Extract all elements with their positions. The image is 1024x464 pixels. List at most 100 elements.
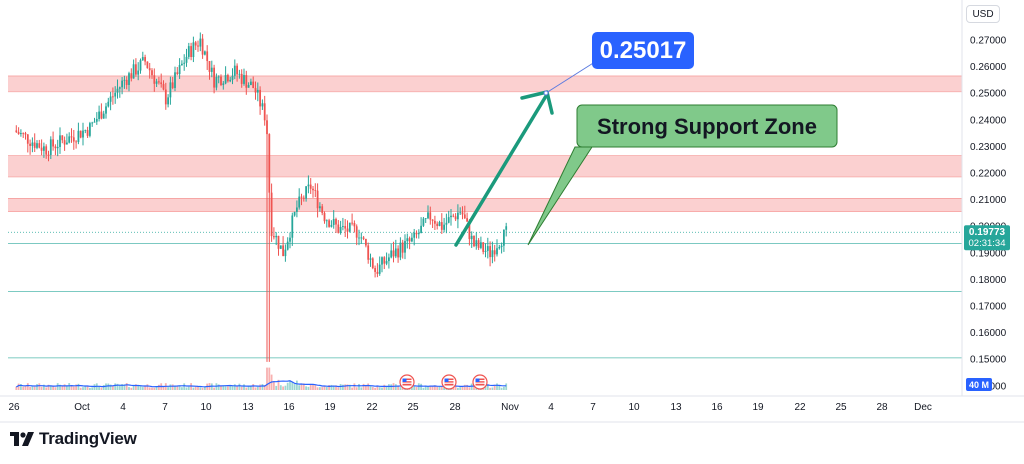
candle-body	[289, 237, 291, 242]
currency-button[interactable]: USD	[966, 5, 1000, 23]
candle-body	[109, 96, 112, 102]
candle-body	[463, 214, 466, 219]
candle-body	[399, 242, 402, 258]
time-tick-label: 19	[752, 402, 764, 413]
candle-body	[169, 82, 172, 98]
flag-stripe	[444, 382, 454, 384]
volume-bar	[378, 387, 381, 390]
candle-body	[266, 120, 268, 135]
volume-bar	[197, 386, 199, 390]
candle-body	[406, 238, 409, 242]
volume-bar	[321, 387, 324, 390]
volume-bar	[224, 386, 227, 390]
volume-bar	[33, 386, 36, 390]
candle-body	[49, 139, 52, 155]
volume-bar	[84, 385, 87, 390]
candle-body	[100, 111, 103, 119]
price-tick-label: 0.26000	[970, 62, 1007, 73]
candle-body	[141, 57, 144, 61]
volume-bar	[332, 385, 335, 390]
volume-bar	[298, 385, 301, 390]
volume-bar	[66, 386, 68, 390]
volume-bar	[323, 385, 326, 390]
candle-body	[155, 81, 158, 84]
volume-bar	[319, 387, 321, 390]
volume-bar	[114, 383, 117, 390]
volume-bar	[82, 387, 84, 390]
volume-bar	[459, 387, 462, 390]
candle-body	[342, 226, 344, 227]
candle-body	[436, 223, 439, 227]
candle-body	[484, 250, 487, 252]
price-tick-label: 0.16000	[970, 328, 1007, 339]
candle-body	[305, 186, 307, 199]
candle-body	[116, 88, 119, 93]
time-tick-label: Dec	[914, 402, 932, 413]
candle-body	[144, 57, 146, 62]
volume-bar	[121, 384, 123, 390]
candle-body	[208, 61, 211, 72]
volume-bar	[339, 384, 342, 390]
candle-body	[498, 246, 501, 249]
price-tick-label: 0.17000	[970, 302, 1007, 313]
candle-body	[404, 241, 406, 253]
candle-body	[22, 133, 25, 134]
volume-bar	[17, 383, 20, 390]
volume-bar	[187, 386, 190, 390]
candle-body	[252, 81, 255, 89]
candle-body	[107, 101, 110, 107]
volume-bar	[109, 384, 112, 390]
volume-bar	[70, 385, 73, 390]
target-label-box[interactable]	[592, 32, 694, 69]
volume-bar	[454, 386, 457, 390]
volume-bar	[346, 384, 349, 390]
time-tick-label: 10	[200, 402, 212, 413]
candle-body	[72, 137, 75, 142]
candle-body	[411, 237, 413, 242]
price-tick-label: 0.25000	[970, 89, 1007, 100]
volume-ma-line	[15, 380, 507, 388]
candle-body	[210, 67, 213, 72]
volume-bar	[415, 387, 418, 390]
volume-bar	[137, 385, 140, 390]
flag-canton	[475, 378, 480, 382]
candle-body	[459, 212, 462, 214]
tradingview-logo[interactable]: TradingView	[10, 429, 137, 449]
candle-body	[217, 76, 220, 78]
volume-bar	[194, 386, 197, 390]
annotations[interactable]: 0.25017 Strong Support Zone	[454, 32, 838, 247]
us-flag-event-icon[interactable]	[472, 374, 488, 390]
volume-bar	[330, 384, 333, 390]
candle-body	[360, 237, 363, 239]
volume-bar	[26, 383, 29, 390]
us-flag-event-icon[interactable]	[399, 374, 415, 390]
candle-body	[332, 218, 335, 225]
candle-body	[374, 268, 376, 272]
time-tick-label: 25	[835, 402, 847, 413]
volume-bar	[390, 384, 393, 390]
candle-body	[167, 97, 169, 105]
candle-body	[383, 257, 386, 264]
support-label-box[interactable]	[576, 104, 838, 148]
volume-bar	[427, 386, 429, 390]
candle-body	[256, 89, 259, 93]
candle-body	[413, 232, 416, 238]
volume-bar	[40, 386, 43, 390]
candle-body	[371, 258, 374, 269]
volume-bar	[470, 383, 473, 390]
candle-body	[15, 130, 18, 132]
us-flag-event-icon[interactable]	[441, 374, 457, 390]
candle-body	[93, 121, 96, 123]
volume-bar	[22, 386, 25, 390]
candle-body	[183, 62, 186, 64]
volume-bar	[489, 387, 491, 390]
candle-body	[38, 143, 41, 148]
volume-bar	[440, 387, 443, 390]
candle-body	[171, 82, 174, 88]
volume-bar	[279, 385, 282, 390]
volume-bar	[107, 383, 110, 390]
price-tick-label: 0.22000	[970, 169, 1007, 180]
volume-bar	[259, 384, 261, 390]
flag-stripe	[402, 380, 412, 382]
